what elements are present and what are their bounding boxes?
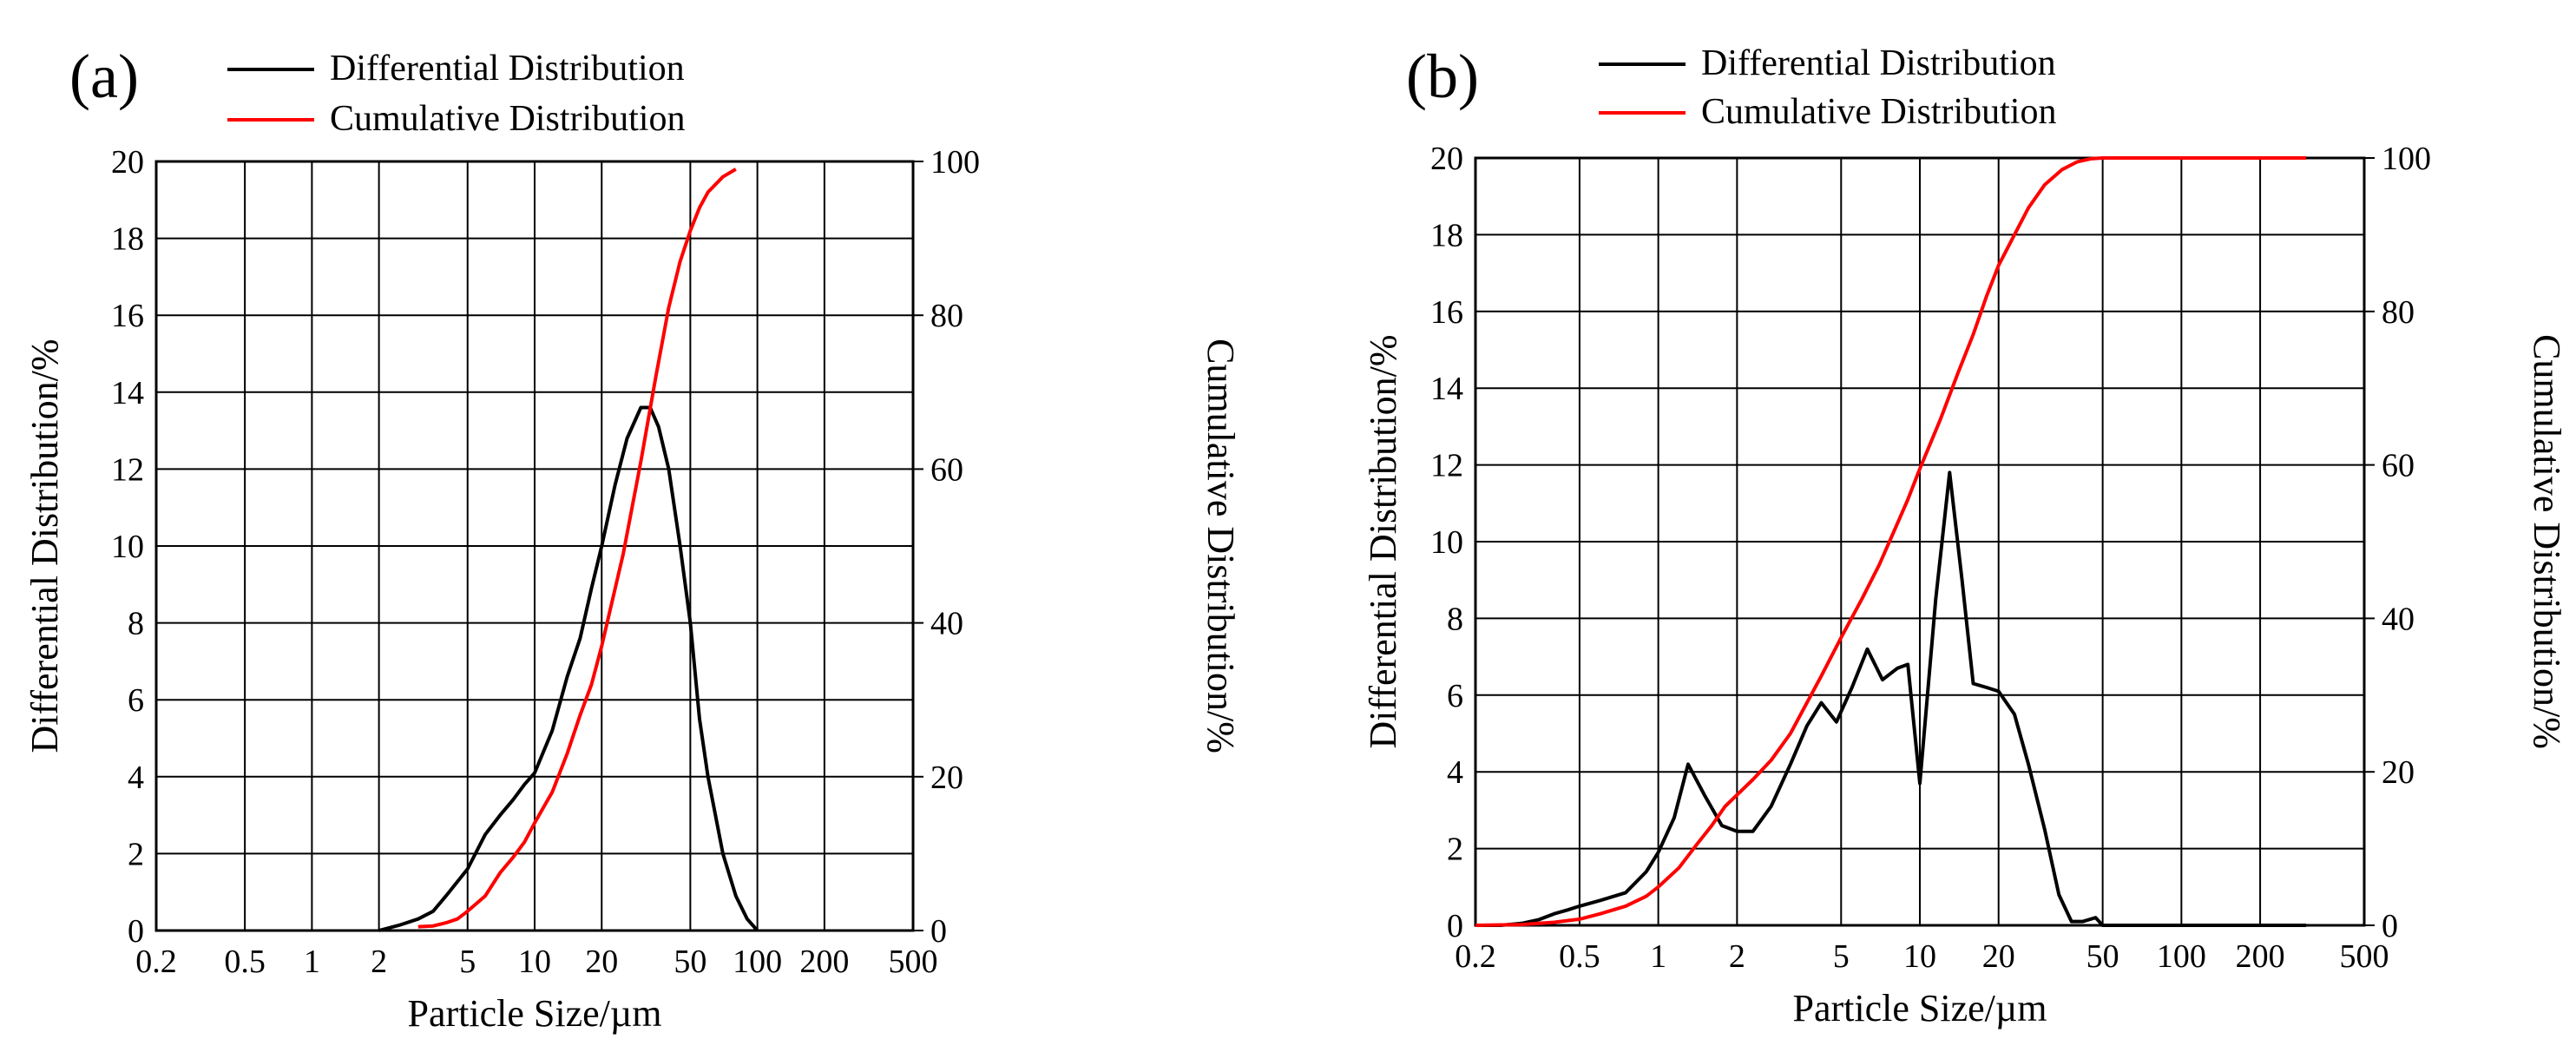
- panel-label: (a): [69, 42, 139, 111]
- y-right-tick-label: 0: [930, 913, 947, 950]
- y-left-tick-label: 2: [1447, 832, 1463, 868]
- y-left-tick-label: 12: [111, 451, 144, 488]
- legend-label-cumulative: Cumulative Distribution: [330, 99, 685, 139]
- y-right-axis-title: Cumulative Distribution/%: [2526, 334, 2568, 749]
- plot-frame: [1474, 156, 2366, 927]
- y-right-tick-label: 80: [930, 298, 963, 334]
- y-left-tick-label: 14: [1430, 371, 1463, 407]
- legend-label-cumulative: Cumulative Distribution: [1701, 92, 2056, 132]
- x-tick-label: 20: [1982, 938, 2015, 975]
- x-tick-label: 5: [459, 944, 476, 980]
- differential-distribution-line: [378, 405, 759, 932]
- y-right-tick-label: 80: [2382, 294, 2415, 331]
- x-tick-label: 2: [1729, 938, 1745, 975]
- y-left-tick-label: 18: [111, 221, 144, 258]
- cumulative-distribution-line: [417, 168, 737, 929]
- y-left-tick-label: 10: [1430, 524, 1463, 561]
- x-tick-label: 0.2: [135, 944, 177, 980]
- y-left-tick-label: 16: [111, 298, 144, 334]
- x-tick-label: 0.2: [1455, 938, 1496, 975]
- y-left-tick-label: 0: [1447, 908, 1463, 944]
- x-tick-label: 100: [2157, 938, 2206, 975]
- y-left-tick-label: 6: [1447, 678, 1463, 714]
- x-tick-label: 10: [518, 944, 551, 980]
- y-right-tick-label: 40: [2382, 601, 2415, 637]
- y-right-tick-label: 60: [930, 451, 963, 488]
- y-right-tick-label: 100: [930, 144, 980, 181]
- panel-label: (b): [1406, 42, 1479, 111]
- y-right-tick-label: 100: [2382, 141, 2431, 177]
- y-left-tick-label: 8: [128, 606, 144, 642]
- x-tick-label: 10: [1903, 938, 1936, 975]
- legend: Differential Distribution Cumulative Dist…: [227, 49, 685, 139]
- x-tick-label: 1: [1650, 938, 1666, 975]
- differential-distribution-line: [1475, 470, 2307, 927]
- x-tick-label: 200: [799, 944, 849, 980]
- x-axis-title: Particle Size/µm: [1793, 987, 2047, 1029]
- x-tick-label: 200: [2236, 938, 2285, 975]
- y-right-tick-label: 60: [2382, 448, 2415, 484]
- x-tick-label: 500: [2340, 938, 2389, 975]
- y-left-tick-label: 10: [111, 529, 144, 565]
- y-left-axis-title: Differential Distribution/%: [23, 339, 66, 753]
- y-left-tick-label: 20: [1430, 141, 1463, 177]
- y-right-tick-label: 0: [2382, 908, 2398, 944]
- y-right-tick-label: 20: [930, 760, 963, 796]
- y-left-tick-label: 2: [128, 836, 144, 872]
- cumulative-distribution-line: [1475, 156, 2307, 927]
- x-tick-label: 5: [1833, 938, 1850, 975]
- plot-frame: [154, 160, 915, 932]
- y-right-axis-title: Cumulative Distribution/%: [1199, 339, 1242, 753]
- y-left-tick-label: 14: [111, 375, 144, 411]
- x-tick-label: 500: [889, 944, 938, 980]
- x-tick-label: 0.5: [1559, 938, 1600, 975]
- x-tick-label: 50: [674, 944, 706, 980]
- legend-label-differential: Differential Distribution: [1701, 43, 2056, 83]
- legend: Differential Distribution Cumulative Dist…: [1599, 43, 2056, 132]
- y-left-tick-label: 16: [1430, 294, 1463, 331]
- y-left-axis-title: Differential Distribution/%: [1362, 335, 1404, 749]
- y-left-tick-label: 4: [128, 760, 144, 796]
- y-left-tick-label: 20: [111, 144, 144, 181]
- y-left-tick-label: 18: [1430, 217, 1463, 253]
- x-tick-label: 20: [585, 944, 618, 980]
- y-left-tick-label: 6: [128, 682, 144, 719]
- x-tick-label: 1: [304, 944, 320, 980]
- y-right-tick-label: 20: [2382, 754, 2415, 791]
- x-tick-label: 0.5: [224, 944, 266, 980]
- y-left-tick-label: 4: [1447, 754, 1463, 791]
- y-left-tick-label: 12: [1430, 448, 1463, 484]
- x-axis-title: Particle Size/µm: [408, 992, 662, 1035]
- x-tick-label: 2: [371, 944, 387, 980]
- x-tick-label: 50: [2086, 938, 2119, 975]
- x-tick-label: 100: [733, 944, 782, 980]
- y-left-tick-label: 0: [128, 913, 144, 950]
- y-right-tick-label: 40: [930, 606, 963, 642]
- y-left-tick-label: 8: [1447, 601, 1463, 637]
- legend-label-differential: Differential Distribution: [330, 49, 685, 89]
